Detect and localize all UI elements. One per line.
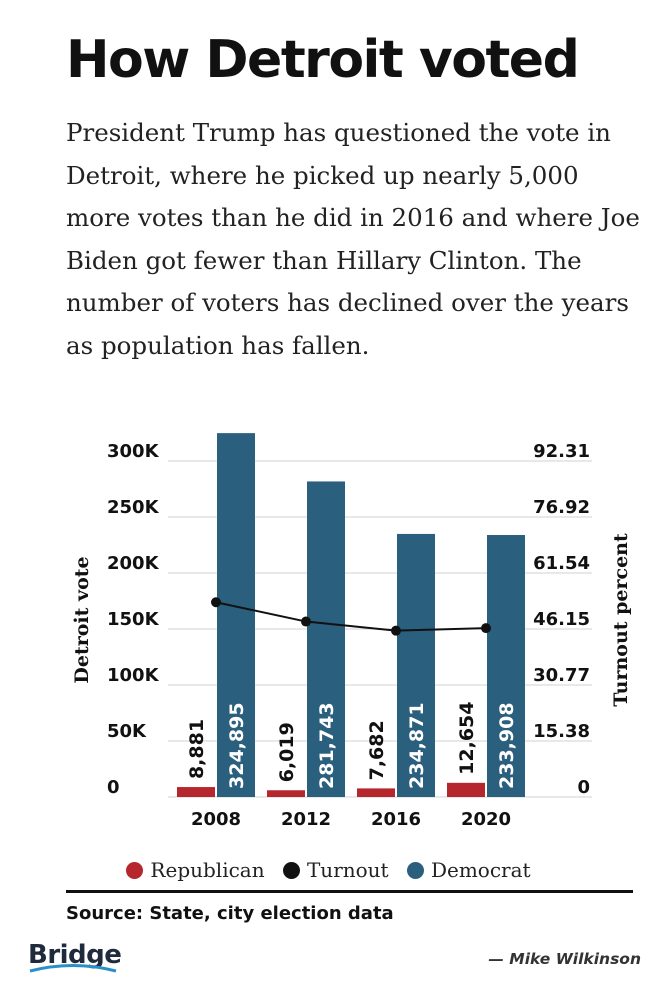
y2-tick-label: 76.92 (533, 497, 590, 518)
turnout-line (211, 597, 491, 636)
bar-republican (357, 788, 395, 797)
bar-republican (267, 790, 305, 797)
y-tick-label: 300K (107, 441, 160, 462)
turnout-point (481, 623, 491, 634)
data-label-democrat: 234,871 (406, 702, 428, 789)
y2-tick-label: 15.38 (533, 721, 590, 742)
bars (177, 433, 525, 797)
y-axis-label: Detroit vote (71, 556, 93, 683)
turnout-line-path (215, 601, 487, 632)
y-tick-label: 50K (107, 721, 147, 742)
right-axis-ticks: 0 15.38 30.77 46.15 61.54 76.92 92.31 (533, 441, 590, 798)
left-axis-ticks: 0 50K 100K 150K 200K 250K 300K (107, 441, 160, 798)
y-tick-label: 250K (107, 497, 160, 518)
x-tick-label: 2020 (461, 809, 511, 830)
bar-democrat (307, 481, 345, 797)
data-label-republican: 12,654 (456, 701, 478, 774)
logo-swoosh-icon (29, 964, 117, 973)
legend-item-turnout: Turnout (282, 858, 389, 882)
legend-swatch-democrat (406, 862, 424, 879)
y-tick-label: 150K (107, 609, 160, 630)
chart-subtitle: President Trump has questioned the vote … (66, 118, 640, 360)
bar-democrat (217, 433, 255, 797)
data-label-republican: 6,019 (276, 722, 298, 782)
author-credit: — Mike Wilkinson (488, 950, 641, 968)
data-label-republican: 8,881 (186, 719, 208, 779)
data-label-democrat: 324,895 (226, 702, 248, 789)
y-tick-label: 0 (107, 777, 120, 798)
legend-label: Turnout (306, 858, 389, 882)
bar-republican (447, 782, 485, 797)
data-label-democrat: 233,908 (496, 702, 518, 789)
turnout-point (301, 616, 311, 627)
y2-tick-label: 61.54 (533, 553, 590, 574)
y-tick-label: 200K (107, 553, 160, 574)
turnout-point (211, 597, 221, 608)
chart-title: How Detroit voted (66, 30, 580, 90)
x-tick-label: 2008 (191, 809, 241, 830)
y2-tick-label: 92.31 (533, 441, 590, 462)
legend-item-republican: Republican (126, 858, 265, 882)
y2-tick-label: 0 (577, 777, 590, 798)
data-label-democrat: 281,743 (316, 702, 338, 789)
bar-democrat (487, 535, 525, 797)
legend-label: Democrat (430, 858, 531, 882)
y2-axis-label: Turnout percent (610, 533, 632, 707)
y2-tick-label: 30.77 (533, 665, 590, 686)
bar-republican (177, 787, 215, 797)
x-axis-ticks: 2008 2012 2016 2020 (191, 809, 511, 830)
x-tick-label: 2016 (371, 809, 421, 830)
y-tick-label: 100K (107, 665, 160, 686)
legend-swatch-republican (126, 862, 144, 879)
y2-tick-label: 46.15 (533, 609, 590, 630)
bar-line-chart: 0 50K 100K 150K 200K 250K 300K 0 15.38 30.77 46.1… (71, 433, 632, 830)
legend-label: Republican (150, 858, 265, 882)
legend-item-democrat: Democrat (406, 858, 531, 882)
legend-swatch-turnout (282, 862, 300, 879)
turnout-point (391, 625, 401, 636)
divider (66, 890, 633, 893)
bar-labels: 8,881 324,895 6,019 281,743 7,682 234,871 12,6… (186, 701, 518, 789)
source-note: Source: State, city election data (66, 903, 394, 924)
data-label-republican: 7,682 (366, 720, 388, 780)
bar-democrat (397, 533, 435, 797)
x-tick-label: 2012 (281, 809, 331, 830)
legend: Republican Turnout Democrat (0, 858, 657, 882)
